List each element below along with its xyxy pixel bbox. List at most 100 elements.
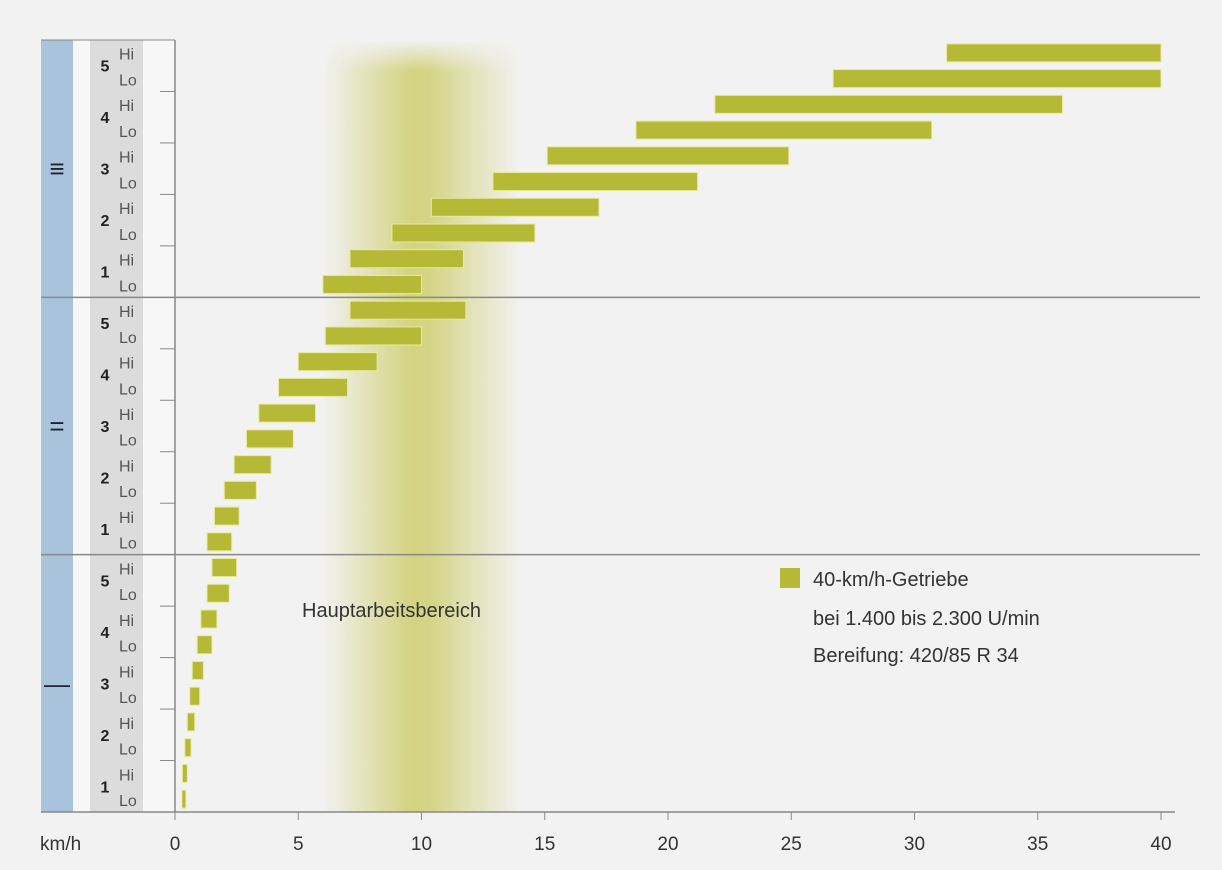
bar-I-2-lo	[184, 738, 192, 758]
lo-label: Lo	[119, 639, 137, 656]
lo-label: Lo	[119, 433, 137, 450]
gap-column	[73, 40, 90, 812]
lo-label: Lo	[119, 227, 137, 244]
lo-label: Lo	[119, 484, 137, 501]
x-tick-label: 10	[411, 834, 432, 855]
hi-label: Hi	[119, 716, 134, 733]
lo-label: Lo	[119, 536, 137, 553]
hi-label: Hi	[119, 458, 134, 475]
x-tick-label: 40	[1150, 834, 1171, 855]
bar-II-2-lo	[223, 480, 257, 500]
bar-III-1-hi	[349, 249, 464, 269]
legend-line-2: bei 1.400 bis 2.300 U/min	[813, 608, 1040, 630]
hi-label: Hi	[119, 613, 134, 630]
gear-label: 4	[101, 110, 110, 127]
bar-I-5-hi	[211, 558, 238, 578]
hi-label: Hi	[119, 98, 134, 115]
gear-label: 2	[101, 213, 110, 230]
gear-label: 2	[101, 470, 110, 487]
legend-swatch	[780, 568, 800, 588]
bar-II-1-lo	[206, 532, 233, 552]
lo-label: Lo	[119, 742, 137, 759]
legend: 40-km/h-Getriebe bei 1.400 bis 2.300 U/m…	[780, 568, 1040, 667]
bar-I-1-lo	[181, 789, 187, 809]
hi-label: Hi	[119, 304, 134, 321]
hi-label: Hi	[119, 201, 134, 218]
bar-I-4-lo	[196, 635, 213, 655]
gear-label: 1	[101, 265, 110, 282]
hi-label: Hi	[119, 510, 134, 527]
lo-label: Lo	[119, 278, 137, 295]
bar-III-5-lo	[832, 69, 1162, 89]
hi-label: Hi	[119, 356, 134, 373]
lo-label: Lo	[119, 381, 137, 398]
gear-column	[90, 40, 143, 812]
x-tick-label: 0	[170, 834, 181, 855]
hi-label: Hi	[119, 47, 134, 64]
x-tick-label: 35	[1027, 834, 1048, 855]
gear-label: 1	[101, 522, 110, 539]
bar-III-4-hi	[714, 94, 1063, 114]
bar-I-2-hi	[186, 712, 196, 732]
hilo-column	[143, 40, 175, 812]
bar-II-3-hi	[258, 403, 317, 423]
legend-line-1: 40-km/h-Getriebe	[813, 569, 969, 591]
bar-III-1-lo	[322, 274, 422, 294]
hi-label: Hi	[119, 767, 134, 784]
bar-III-4-lo	[635, 120, 933, 140]
bar-II-5-hi	[349, 300, 467, 320]
gear-label: 5	[101, 316, 110, 333]
legend-line-3: Bereifung: 420/85 R 34	[813, 645, 1019, 667]
bar-III-2-hi	[430, 197, 600, 217]
x-axis-label: km/h	[40, 834, 81, 855]
bar-II-4-lo	[278, 377, 349, 397]
bar-I-1-hi	[181, 763, 188, 783]
gear-label: 1	[101, 779, 110, 796]
bar-II-2-hi	[233, 455, 272, 475]
x-tick-label: 30	[904, 834, 925, 855]
x-tick-label: 25	[781, 834, 802, 855]
lo-label: Lo	[119, 124, 137, 141]
bar-I-5-lo	[206, 583, 230, 603]
gear-label: 3	[101, 162, 110, 179]
hi-label: Hi	[119, 253, 134, 270]
x-tick-label: 20	[657, 834, 678, 855]
bar-I-4-hi	[200, 609, 218, 629]
group-label-I: —	[44, 668, 70, 698]
bar-I-3-lo	[189, 686, 201, 706]
hi-label: Hi	[119, 150, 134, 167]
lo-label: Lo	[119, 690, 137, 707]
lo-label: Lo	[119, 330, 137, 347]
group-column	[41, 40, 73, 812]
gear-label: 3	[101, 419, 110, 436]
bar-III-5-hi	[946, 43, 1162, 63]
group-label-III: ≡	[49, 154, 64, 184]
hi-label: Hi	[119, 407, 134, 424]
bar-II-1-hi	[213, 506, 240, 526]
lo-label: Lo	[119, 175, 137, 192]
gear-label: 4	[101, 368, 110, 385]
working-range-band	[322, 40, 521, 812]
gear-label: 2	[101, 728, 110, 745]
gear-label: 5	[101, 573, 110, 590]
gear-label: 5	[101, 59, 110, 76]
group-label-II: =	[49, 411, 64, 441]
bar-II-5-lo	[324, 326, 422, 346]
bar-II-3-lo	[245, 429, 294, 449]
hi-label: Hi	[119, 664, 134, 681]
bar-III-2-lo	[391, 223, 536, 243]
lo-label: Lo	[119, 587, 137, 604]
x-tick-label: 5	[293, 834, 304, 855]
hi-label: Hi	[119, 561, 134, 578]
bar-I-3-hi	[191, 660, 204, 680]
band-label: Hauptarbeitsbereich	[302, 600, 481, 622]
gear-label: 3	[101, 676, 110, 693]
x-tick-label: 15	[534, 834, 555, 855]
bar-III-3-hi	[546, 146, 790, 166]
bar-III-3-lo	[492, 172, 699, 192]
lo-label: Lo	[119, 72, 137, 89]
bar-II-4-hi	[297, 352, 378, 372]
gear-label: 4	[101, 625, 110, 642]
lo-label: Lo	[119, 793, 137, 810]
